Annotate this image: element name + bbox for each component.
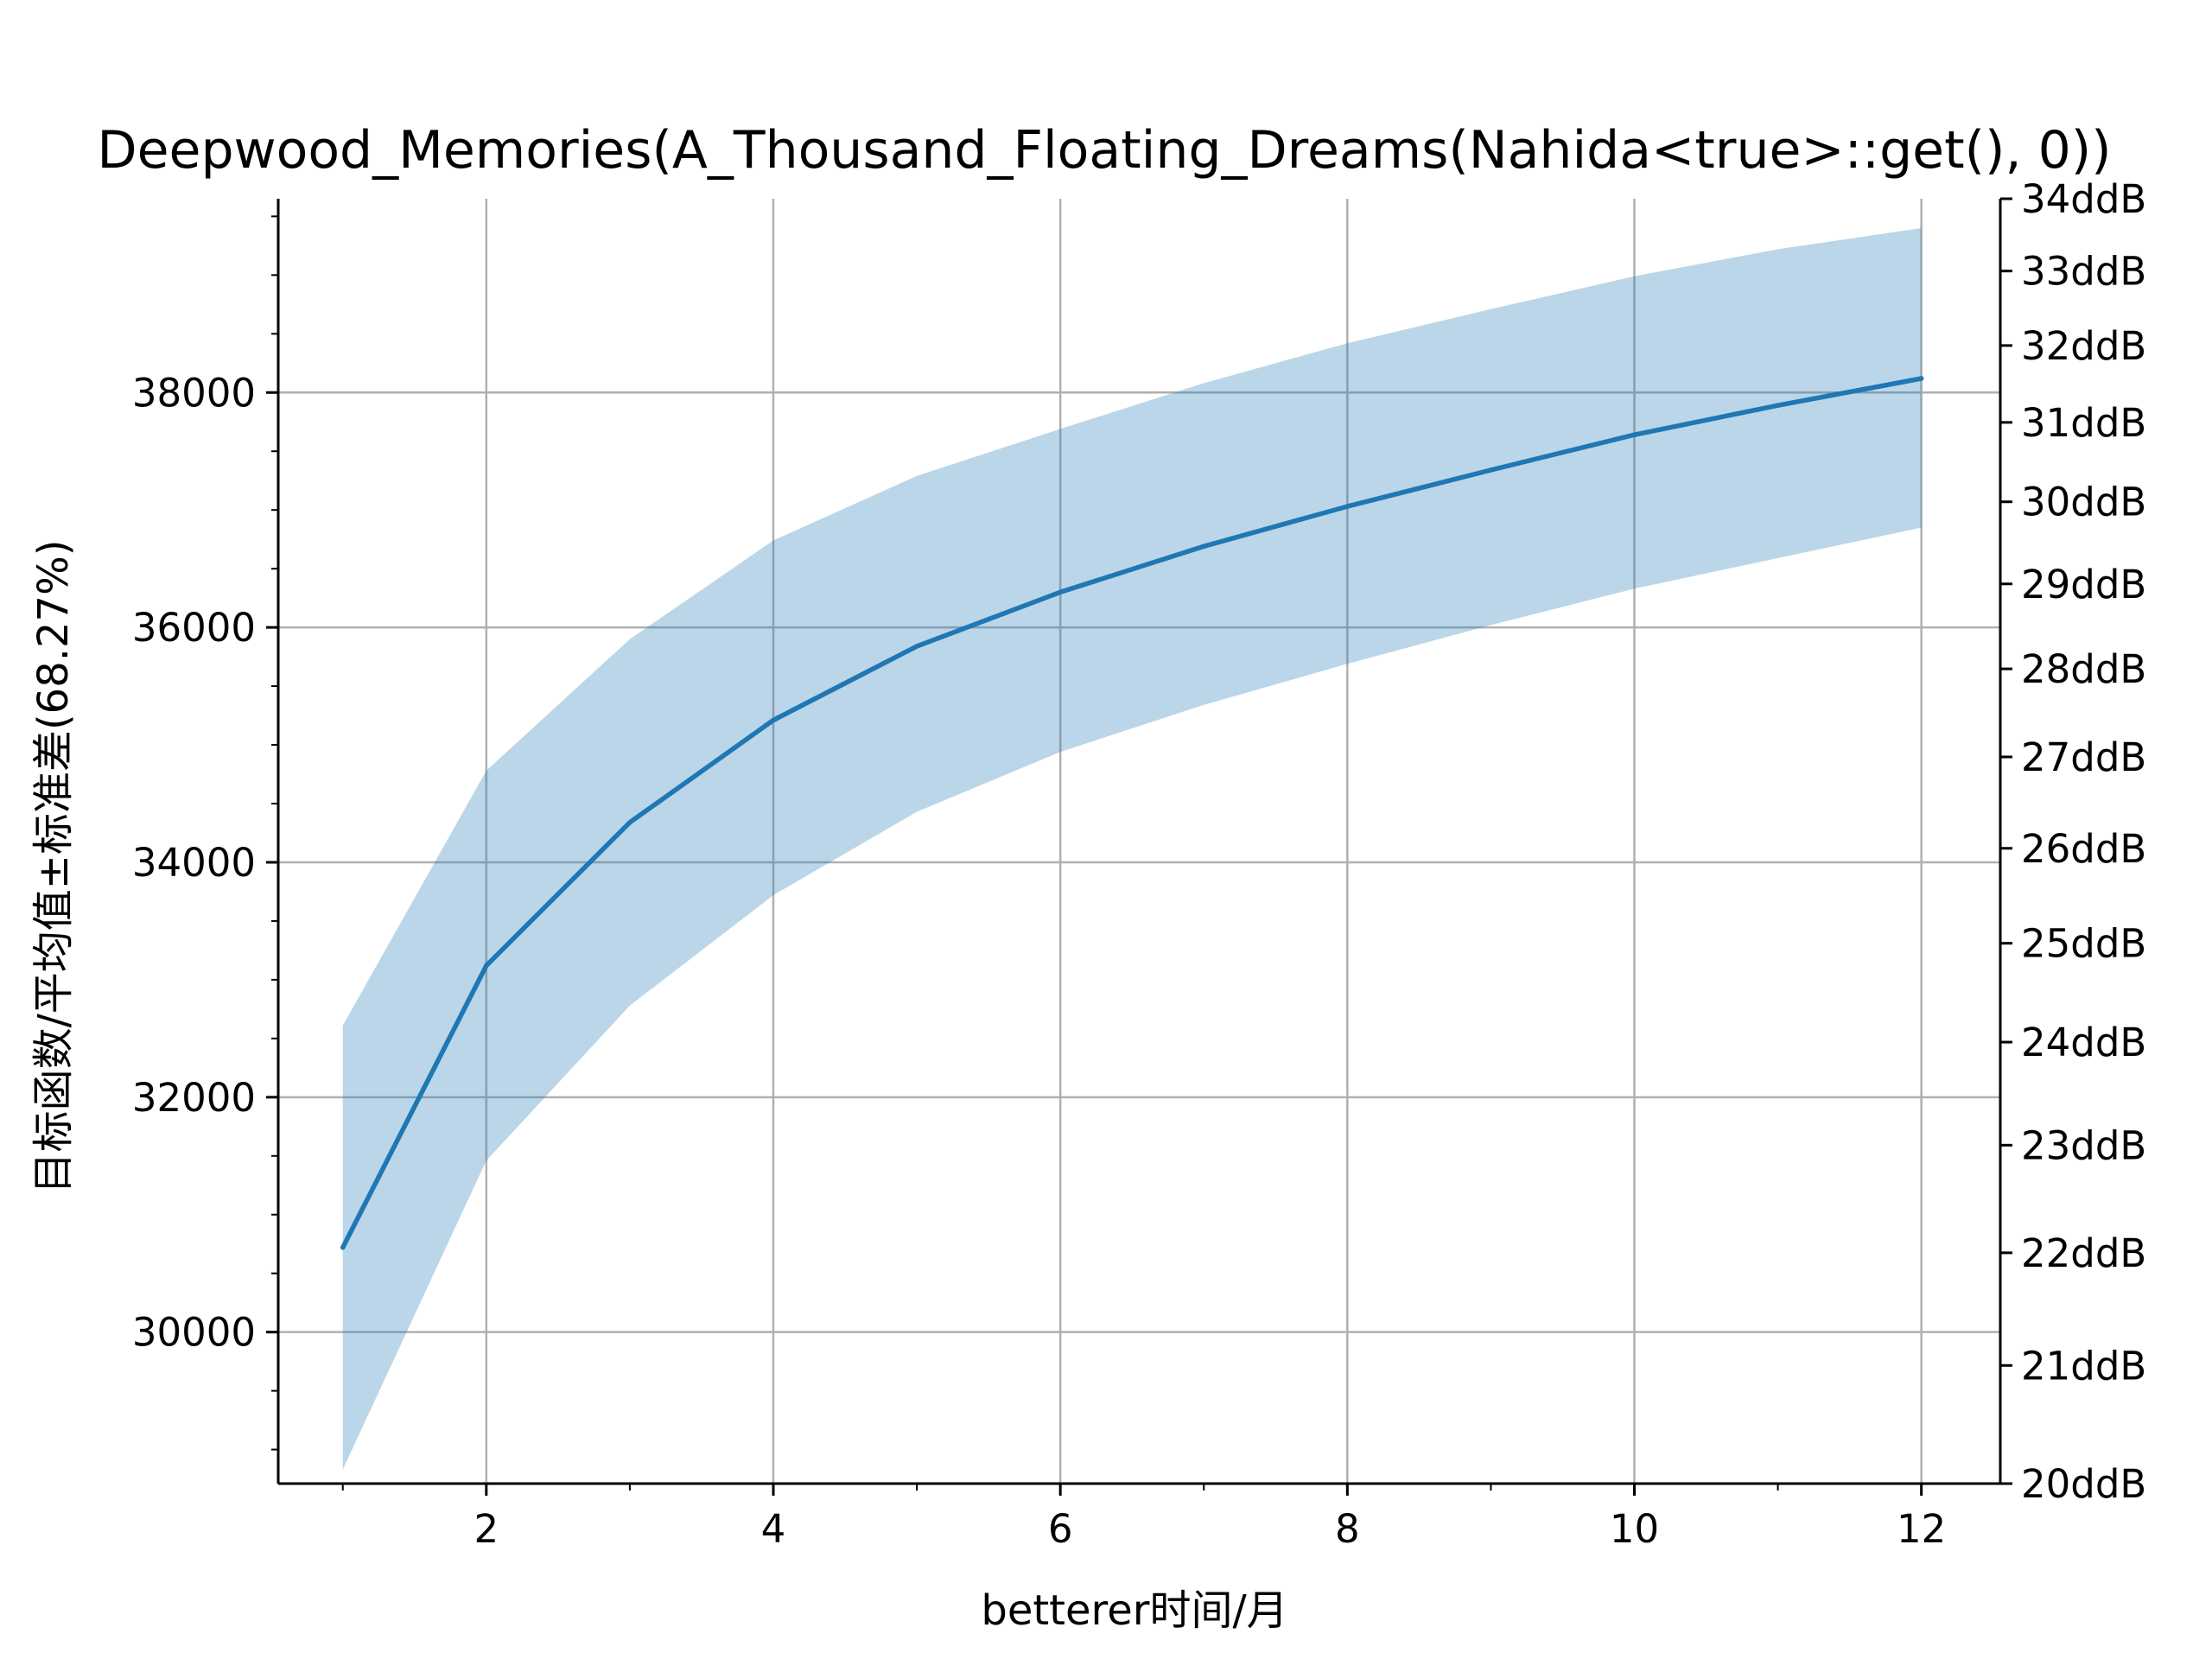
data-point — [771, 717, 776, 723]
y2-tick-label: 24ddB — [2021, 1020, 2146, 1065]
y2-tick-label: 23ddB — [2021, 1122, 2146, 1168]
y2-tick-label: 29ddB — [2021, 562, 2146, 607]
y-tick-label: 36000 — [132, 605, 256, 651]
y-tick-label: 38000 — [132, 370, 256, 416]
grid — [278, 199, 2000, 1484]
data-point — [1775, 403, 1781, 409]
x-tick-label: 4 — [761, 1506, 786, 1552]
y2-tick-label: 33ddB — [2021, 249, 2146, 295]
data-points-layer — [340, 376, 1924, 1250]
y2-tick-label: 32ddB — [2021, 323, 2146, 369]
std-band-layer — [342, 228, 1922, 1470]
data-point — [914, 644, 919, 649]
x-tick-label: 12 — [1897, 1506, 1946, 1552]
ticks: 2 4 6 8 10 12 30000 32000 34000 36000 38000 20ddB 21… — [132, 176, 2146, 1552]
data-point — [484, 963, 489, 969]
chart-title: Deepwood_Memories(A_Thousand_Floating_Dr… — [97, 120, 2111, 181]
y-tick-label: 30000 — [132, 1310, 256, 1356]
data-point — [340, 1244, 346, 1250]
mean-line — [340, 376, 1923, 1249]
y2-tick-label: 31ddB — [2021, 400, 2146, 446]
y2-tick-label: 20ddB — [2021, 1461, 2146, 1507]
data-point — [627, 819, 632, 825]
y2-tick-label: 34ddB — [2021, 176, 2146, 222]
y-tick-label: 32000 — [132, 1075, 256, 1121]
data-point — [1058, 589, 1063, 595]
y-tick-label: 34000 — [132, 840, 256, 886]
axes — [276, 199, 2002, 1485]
data-point — [1918, 376, 1924, 381]
data-point — [1201, 543, 1207, 550]
y2-tick-label: 30ddB — [2021, 480, 2146, 525]
y-axis-label: 目标函数/平均值±标准差(68.27%) — [29, 540, 78, 1194]
series-line-layer — [340, 376, 1923, 1249]
x-tick-label: 10 — [1610, 1506, 1659, 1552]
y2-tick-label: 27ddB — [2021, 734, 2146, 780]
data-point — [1488, 467, 1494, 473]
x-tick-label: 6 — [1048, 1506, 1073, 1552]
y2-tick-label: 26ddB — [2021, 826, 2146, 872]
y2-tick-label: 25ddB — [2021, 921, 2146, 967]
y2-tick-label: 21ddB — [2021, 1343, 2146, 1389]
x-tick-label: 2 — [474, 1506, 499, 1552]
std-band — [342, 228, 1922, 1470]
data-point — [1344, 504, 1351, 509]
data-point — [1631, 432, 1637, 438]
x-tick-label: 8 — [1335, 1506, 1360, 1552]
y2-tick-label: 22ddB — [2021, 1230, 2146, 1276]
y2-tick-label: 28ddB — [2021, 646, 2146, 692]
x-axis-label: betterer时间/月 — [981, 1586, 1287, 1635]
